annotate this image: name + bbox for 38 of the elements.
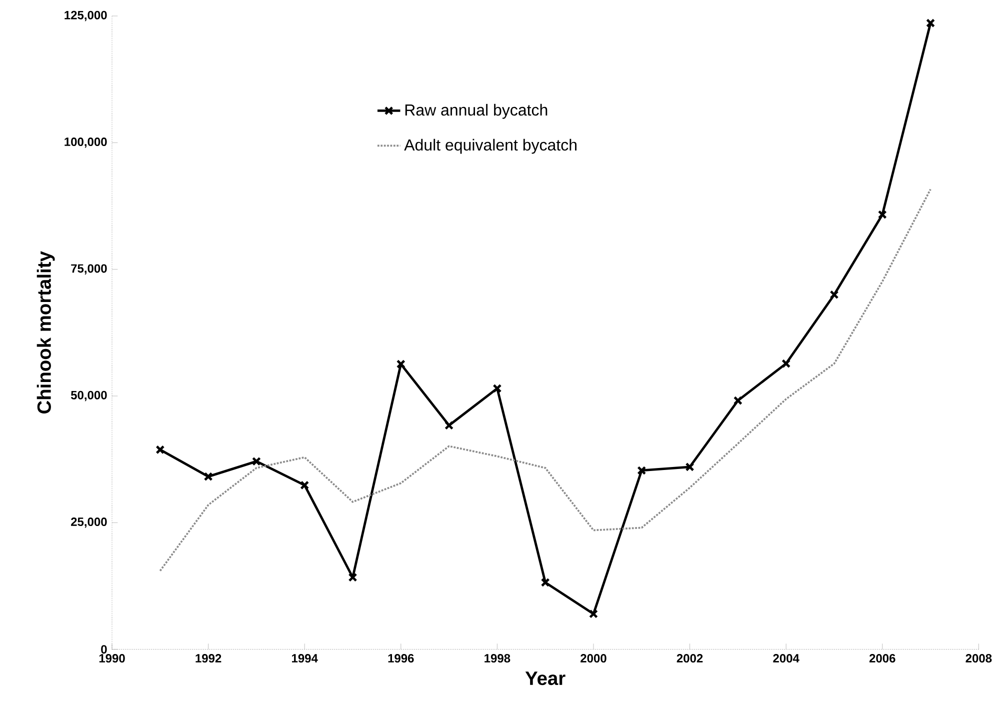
x-tick-label: 2000 [580, 654, 606, 662]
y-tick-label: 125,000 [64, 10, 107, 21]
x-tick-label: 2006 [869, 654, 896, 662]
x-tick-label: 1996 [388, 654, 414, 662]
point [348, 572, 358, 582]
y-tick-label: 100,000 [64, 137, 107, 148]
legend-label: Raw annual bycatch [405, 104, 548, 119]
point [685, 462, 694, 472]
x-tick-label: 1992 [196, 654, 222, 662]
x-tick-label: 2002 [676, 654, 703, 662]
x-tick-label: 1990 [99, 654, 125, 662]
point [396, 359, 406, 368]
point [878, 210, 887, 219]
y-tick-label: 75,000 [71, 264, 107, 274]
y-axis-title: Chinook mortality [36, 251, 55, 414]
legend-label: Adult equivalent bycatch [404, 138, 576, 154]
y-tick-label: 50,000 [70, 390, 107, 401]
x-axis-title: Year [525, 672, 566, 685]
x-tick-label: 1998 [484, 654, 510, 662]
x-tick-label: 2008 [966, 654, 992, 662]
point [830, 290, 839, 300]
point [733, 396, 742, 405]
point [588, 609, 598, 618]
point [156, 445, 165, 454]
point [204, 472, 213, 481]
point [300, 480, 310, 490]
x-tick-label: 2004 [773, 654, 800, 662]
point [540, 578, 550, 587]
point [926, 18, 936, 28]
point [492, 384, 502, 393]
y-tick-label: 0 [101, 644, 107, 654]
x-tick-label: 1994 [292, 654, 318, 662]
y-tick-label: 25,000 [71, 517, 107, 528]
point [252, 456, 261, 466]
line-series [159, 188, 932, 572]
point [637, 466, 646, 475]
point [782, 358, 791, 368]
point [444, 420, 454, 430]
